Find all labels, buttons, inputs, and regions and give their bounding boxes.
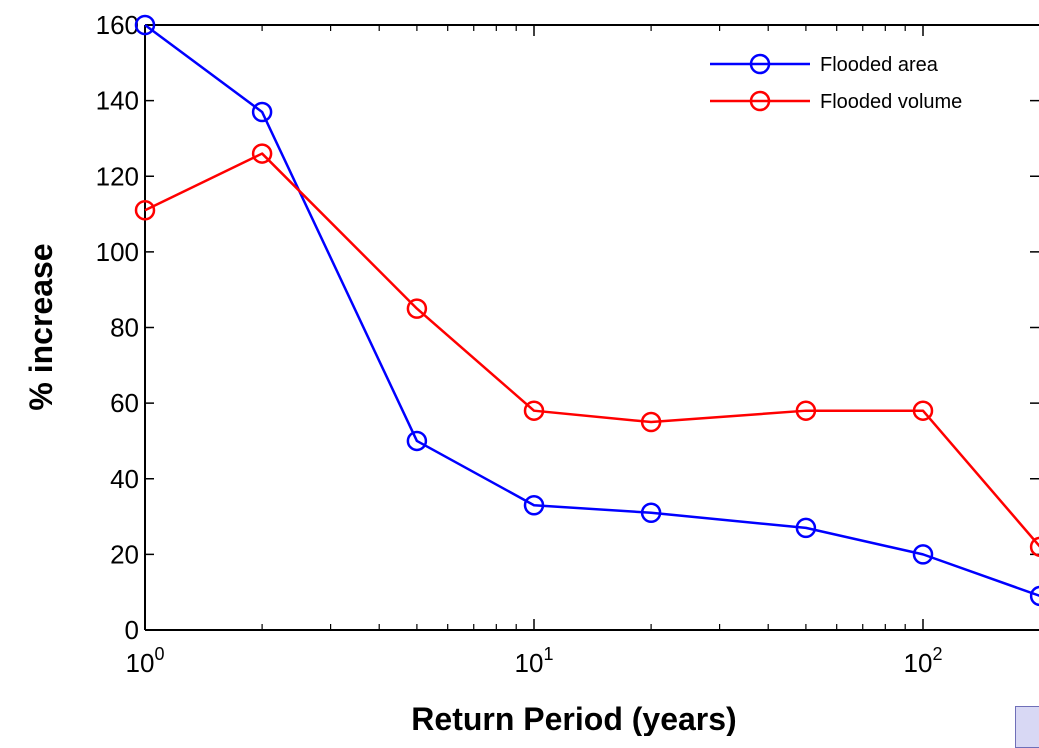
x-tick-label: 100 xyxy=(126,644,165,678)
legend-marker-flooded-volume xyxy=(749,90,771,112)
x-tick-label: 101 xyxy=(515,644,554,678)
data-point-flooded-volume xyxy=(1029,536,1039,558)
y-tick-label: 60 xyxy=(110,388,139,418)
data-point-flooded-volume xyxy=(795,400,817,421)
data-point-flooded-volume xyxy=(912,400,934,421)
data-point-flooded-area xyxy=(640,502,662,524)
legend-label-flooded-area: Flooded area xyxy=(820,54,939,76)
data-point-flooded-area xyxy=(134,14,156,36)
y-tick-label: 140 xyxy=(96,86,139,116)
legend-marker-flooded-area xyxy=(749,53,771,75)
legend: Flooded area Flooded volume xyxy=(710,53,962,113)
data-point-flooded-volume xyxy=(523,400,545,421)
y-tick-label: 20 xyxy=(110,539,139,569)
y-tick-label: 160 xyxy=(96,10,139,40)
y-axis-title: % increase xyxy=(23,243,59,410)
series-layer xyxy=(134,14,1039,607)
axes: 0 20 40 60 80 100 120 140 160 100 101 102 xyxy=(96,10,1039,678)
series-line-flooded-volume xyxy=(144,152,1039,548)
y-tick-label: 80 xyxy=(110,313,139,343)
data-point-flooded-volume xyxy=(251,143,273,164)
data-point-flooded-volume xyxy=(406,298,428,319)
data-point-flooded-area xyxy=(251,101,273,123)
x-axis-title: Return Period (years) xyxy=(411,701,736,736)
y-tick-label: 120 xyxy=(96,161,139,191)
y-tick-label: 100 xyxy=(96,237,139,267)
data-point-flooded-volume xyxy=(134,200,156,221)
data-point-flooded-area xyxy=(523,494,545,516)
corner-widget[interactable] xyxy=(1015,706,1039,748)
y-tick-label: 0 xyxy=(125,615,139,645)
data-point-flooded-area xyxy=(406,430,428,452)
data-point-flooded-area xyxy=(1029,585,1039,607)
y-tick-label: 40 xyxy=(110,464,139,494)
x-tick-label: 102 xyxy=(904,644,943,678)
series-line-flooded-area xyxy=(144,23,1039,597)
legend-label-flooded-volume: Flooded volume xyxy=(820,91,962,113)
data-point-flooded-area xyxy=(795,517,817,539)
data-point-flooded-area xyxy=(912,544,934,565)
data-point-flooded-volume xyxy=(640,411,662,433)
